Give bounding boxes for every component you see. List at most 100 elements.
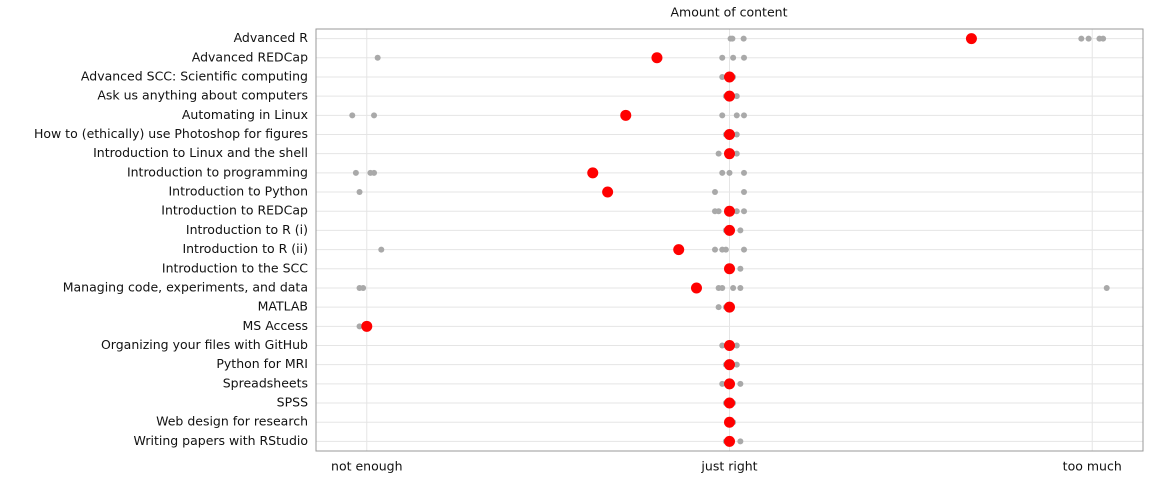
response-point — [352, 169, 359, 176]
response-point — [733, 208, 740, 215]
chart-title: Amount of content — [671, 5, 788, 20]
response-point — [715, 304, 722, 311]
mean-point — [724, 205, 735, 217]
response-point — [711, 189, 718, 196]
y-tick-label: Introduction to R (ii) — [182, 241, 308, 256]
response-point — [719, 112, 726, 119]
mean-point — [620, 109, 632, 121]
mean-point — [602, 186, 614, 198]
mean-point — [673, 244, 685, 256]
mean-point — [724, 397, 735, 409]
response-point — [740, 35, 747, 42]
y-tick-label: Introduction to programming — [127, 164, 308, 179]
response-point — [741, 112, 748, 119]
mean-point — [724, 359, 735, 371]
mean-point — [587, 167, 599, 179]
mean-point — [724, 90, 735, 102]
y-tick-label: Spreadsheets — [223, 375, 308, 390]
response-point — [733, 361, 740, 368]
y-tick-label: Advanced REDCap — [192, 49, 308, 64]
response-point — [741, 246, 748, 253]
response-point — [1100, 35, 1107, 42]
y-tick-label: How to (ethically) use Photoshop for fig… — [34, 126, 308, 141]
y-tick-label: Organizing your files with GitHub — [101, 337, 308, 352]
response-point — [371, 169, 378, 176]
mean-point — [690, 282, 702, 294]
x-tick-label: too much — [1063, 459, 1122, 474]
plot-border — [315, 28, 1144, 452]
response-point — [356, 189, 363, 196]
response-point — [719, 342, 726, 349]
y-tick-label: Writing papers with RStudio — [134, 433, 308, 448]
mean-point — [724, 416, 735, 428]
response-point — [733, 93, 740, 100]
y-tick-label: Automating in Linux — [182, 107, 308, 122]
response-point — [741, 54, 748, 61]
response-point — [729, 35, 736, 42]
response-point — [719, 284, 726, 291]
response-point — [730, 284, 737, 291]
x-tick-label: not enough — [331, 459, 402, 474]
mean-point — [361, 320, 373, 332]
response-point — [715, 150, 722, 157]
response-point — [715, 208, 722, 215]
y-tick-label: MS Access — [243, 318, 309, 333]
response-point — [711, 246, 718, 253]
mean-point — [724, 71, 735, 83]
y-tick-label: Advanced SCC: Scientific computing — [81, 68, 308, 83]
mean-point — [965, 33, 977, 45]
response-point — [719, 73, 726, 80]
response-point — [371, 112, 378, 119]
response-point — [741, 169, 748, 176]
response-point — [719, 169, 726, 176]
response-point — [741, 208, 748, 215]
response-point — [356, 323, 363, 330]
y-tick-label: Introduction to R (i) — [186, 222, 308, 237]
mean-point — [724, 148, 735, 160]
response-point — [741, 189, 748, 196]
response-point — [737, 438, 744, 445]
x-tick-label: just right — [700, 459, 757, 474]
y-tick-label: Introduction to the SCC — [162, 260, 308, 275]
response-point — [737, 265, 744, 272]
response-point — [722, 246, 729, 253]
y-tick-label: Web design for research — [156, 414, 308, 429]
response-point — [378, 246, 385, 253]
response-point — [349, 112, 356, 119]
response-point — [733, 131, 740, 138]
response-point — [360, 284, 367, 291]
response-point — [737, 380, 744, 387]
response-point — [1103, 284, 1110, 291]
response-point — [733, 150, 740, 157]
y-tick-label: Ask us anything about computers — [97, 88, 308, 103]
response-point — [726, 169, 733, 176]
response-point — [719, 380, 726, 387]
mean-point — [651, 52, 663, 64]
response-point — [737, 227, 744, 234]
y-tick-label: Introduction to Python — [168, 184, 308, 199]
mean-point — [724, 378, 735, 390]
response-point — [1078, 35, 1085, 42]
mean-point — [724, 224, 735, 236]
y-tick-label: SPSS — [277, 395, 308, 410]
y-tick-label: Advanced R — [234, 30, 309, 45]
response-point — [733, 342, 740, 349]
mean-point — [724, 129, 735, 140]
response-point — [719, 54, 726, 61]
y-tick-label: Managing code, experiments, and data — [63, 279, 308, 294]
mean-point — [724, 435, 735, 447]
mean-point — [724, 340, 735, 351]
response-point — [1085, 35, 1092, 42]
response-point — [374, 54, 381, 61]
response-point — [730, 54, 737, 61]
y-tick-label: MATLAB — [258, 299, 308, 314]
mean-point — [724, 263, 735, 275]
y-tick-label: Introduction to REDCap — [161, 203, 308, 218]
y-tick-label: Introduction to Linux and the shell — [93, 145, 308, 160]
response-point — [733, 112, 740, 119]
response-point — [737, 284, 744, 291]
y-tick-label: Python for MRI — [216, 356, 308, 371]
mean-point — [724, 301, 735, 313]
